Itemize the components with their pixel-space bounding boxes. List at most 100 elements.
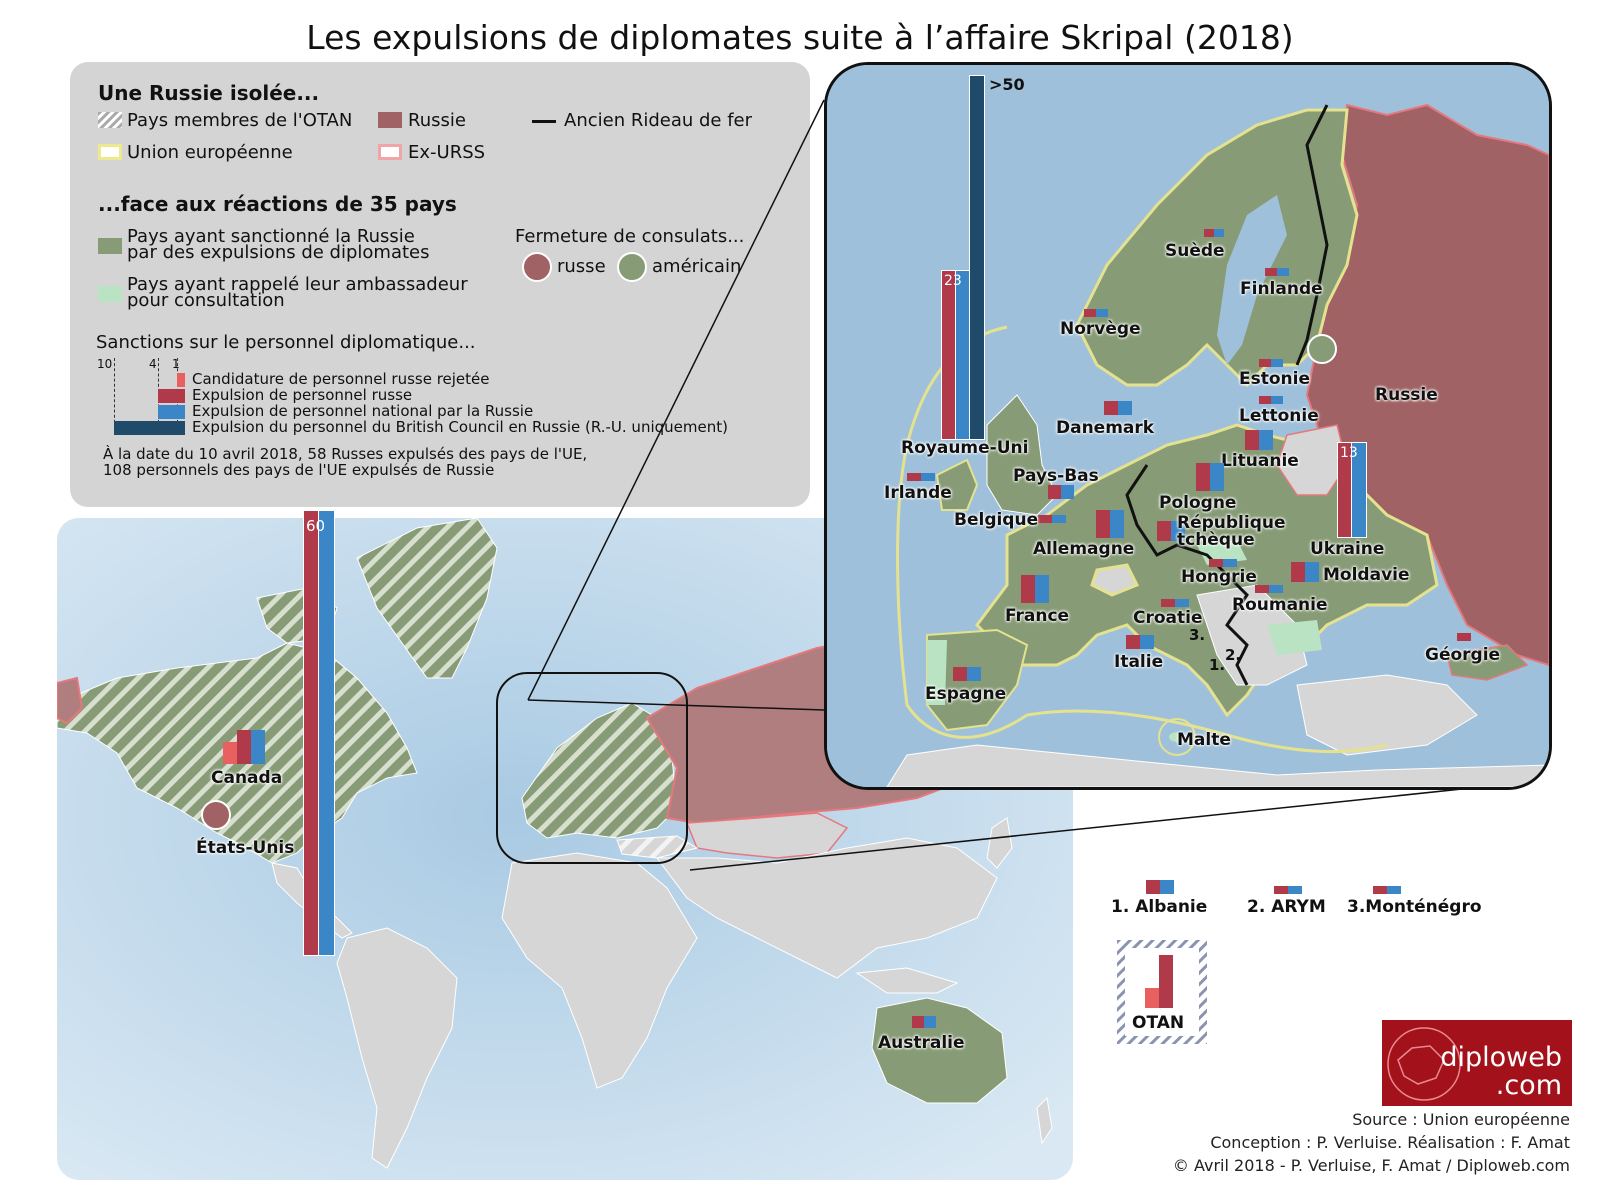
inset-belarus-shape [1276,424,1348,496]
turkey-shape [616,835,699,859]
eu-swatch [98,144,122,160]
usa-bar-national [318,510,335,956]
bar-national-swatch [158,405,185,419]
legend-heading-isolated: Une Russie isolée... [98,81,320,105]
ireland-bar-russian [907,473,921,481]
uk-bar-russian-value: 23 [944,273,962,289]
finland-bar-russian [1265,268,1277,276]
netherlands-bar-russian [1048,485,1061,499]
inset-finland-american-consulate [1307,334,1337,364]
lithuania-bar-russian [1245,430,1259,450]
recalled-swatch [98,286,122,302]
legend-iron-curtain-label: Ancien Rideau de fer [564,110,753,131]
logo-line1: diploweb [1440,1042,1562,1073]
nato-bar-rejected [1145,988,1159,1008]
australia-shape [871,997,1008,1104]
sanctioned-swatch [98,238,122,254]
inset-label-russia: Russie [1375,385,1438,405]
inset-label-italy: Italie [1114,652,1164,672]
inset-label-netherlands: Pays-Bas [1013,466,1099,486]
globe-icon [1387,1027,1461,1101]
canada-bar-national [251,730,265,764]
legend-panel: Une Russie isolée... Pays membres de l'O… [70,62,810,507]
map-title: Les expulsions de diplomates suite à l’a… [306,18,1294,57]
spain-bar-national [967,667,981,681]
inset-label-sweden: Suède [1165,241,1225,261]
inset-label-poland: Pologne [1159,493,1237,513]
czech-bar-russian [1157,521,1171,541]
inset-eu-med-loop [1026,709,1388,754]
inset-label-moldova: Moldavie [1323,565,1410,585]
montenegro-bar-russian [1373,886,1387,894]
inset-label-num1: 1. [1209,656,1226,674]
inset-label-romania: Roumanie [1232,595,1328,615]
czech-bar-national [1171,521,1185,541]
europe-inset-map: 23 >50 Royaume-Uni 13 Ukraine Suède Finl… [824,62,1552,790]
inset-scandinavia-shape [1075,108,1359,388]
inset-label-spain: Espagne [925,684,1007,704]
scale-tick-4: 4 [149,357,157,371]
sweden-bar-russian [1204,229,1214,237]
italy-bar-national [1140,635,1154,649]
usa-bar-value: 60 [306,517,326,535]
germany-bar-russian [1096,510,1110,538]
legend-consulate-russian: russe [557,256,606,277]
inset-label-ireland: Irlande [884,483,952,503]
romania-bar-russian [1255,585,1269,593]
albania-bar-russian [1146,880,1160,894]
albania-bar-national [1160,880,1174,894]
legend-sanctions-heading: Sanctions sur le personnel diplomatique.… [96,332,476,353]
inset-ireland-shape [935,458,979,511]
iron-curtain-swatch [532,120,556,123]
inset-label-denmark: Danemark [1056,418,1155,438]
croatia-bar-russian [1161,599,1175,607]
inset-label-czech-line1: République [1177,513,1286,533]
inset-label-ukraine: Ukraine [1310,539,1385,559]
moldova-bar-russian [1291,562,1305,582]
inset-portugal-shape [927,640,947,705]
inset-turkey-shape [1296,674,1478,756]
latvia-bar-national [1271,396,1283,404]
poland-bar-national [1210,463,1224,491]
legend-sanctioned-line1: Pays ayant sanctionné la Russie [127,226,415,247]
croatia-bar-national [1175,599,1189,607]
scale-tick-1: 1 [172,357,180,371]
scale-guide-10 [114,358,115,428]
indonesia-shape [855,967,959,994]
inset-frame-world [496,672,688,864]
far-east-russia-tip [57,676,84,725]
inset-malta-marker [1158,718,1196,756]
denmark-bar-national [1118,401,1132,415]
logo-line2: .com [1495,1070,1562,1101]
denmark-bar-russian [1104,401,1118,415]
inset-label-hungary: Hongrie [1181,567,1257,587]
germany-bar-national [1110,510,1124,538]
inset-label-finland: Finlande [1240,279,1323,299]
inset-label-germany: Allemagne [1033,539,1135,559]
legend-sanctioned-line2: par des expulsions de diplomates [127,242,430,263]
nato-bar-russian [1159,955,1173,1008]
montenegro-bar-national [1387,886,1401,894]
legend-nato-label: Pays membres de l'OTAN [127,110,353,131]
inset-label-norway: Norvège [1060,319,1141,339]
legend-note-line2: 108 personnels des pays de l'UE expulsés… [103,461,495,479]
arym-bar-national [1288,886,1302,894]
inset-label-malta: Malte [1177,730,1231,750]
latvia-bar-russian [1259,396,1271,404]
legend-bar-russian: Expulsion de personnel russe [192,386,413,404]
ireland-bar-national [921,473,935,481]
inset-malta-shape [1169,732,1185,742]
legend-heading-reactions: ...face aux réactions de 35 pays [98,192,457,216]
legend-russia-label: Russie [408,110,466,131]
usa-russian-consulate-dot [201,800,231,830]
netherlands-bar-national [1061,485,1074,499]
label-usa: États-Unis [196,838,295,858]
legend-recalled-line2: pour consultation [127,290,285,311]
scale-tick-10: 10 [97,357,113,371]
inset-georgia-shape [1446,644,1529,681]
estonia-bar-national [1271,359,1283,367]
canada-bar-rejected [223,742,237,764]
finland-bar-national [1277,268,1289,276]
romania-bar-national [1269,585,1283,593]
